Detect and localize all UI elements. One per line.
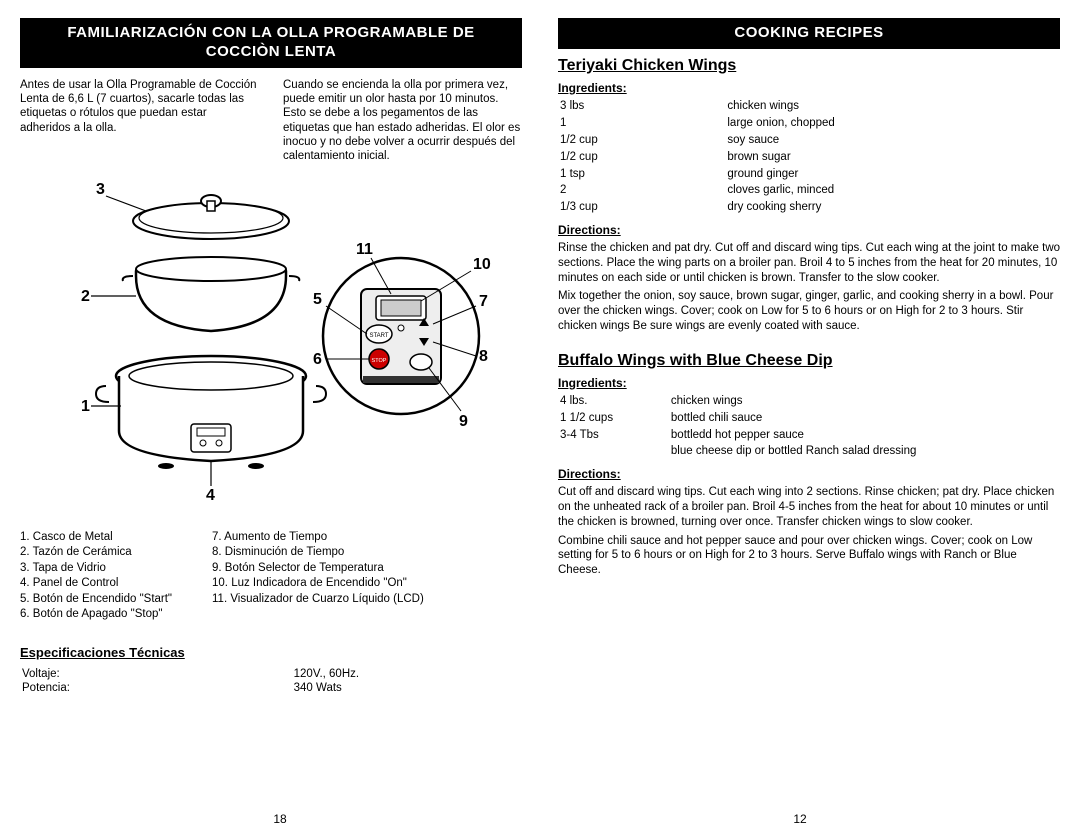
intro-text: Antes de usar la Olla Programable de Coc… bbox=[20, 78, 522, 164]
svg-text:5: 5 bbox=[313, 291, 322, 308]
svg-text:1: 1 bbox=[81, 398, 90, 415]
table-row: Potencia: 340 Wats bbox=[22, 682, 520, 694]
svg-text:11: 11 bbox=[356, 241, 373, 258]
svg-text:3: 3 bbox=[96, 181, 105, 198]
list-item: 5. Botón de Encendido "Start" bbox=[20, 592, 172, 608]
svg-text:9: 9 bbox=[459, 413, 468, 430]
parts-list-a: 1. Casco de Metal 2. Tazón de Cerámica 3… bbox=[20, 530, 172, 623]
left-column: FAMILIARIZACIÓN CON LA OLLA PROGRAMABLE … bbox=[20, 18, 540, 824]
intro-col2: Cuando se encienda la olla por primera v… bbox=[283, 78, 522, 164]
cooker-svg: START STOP 1 2 3 4 5 6 bbox=[51, 176, 491, 516]
list-item: 4. Panel de Control bbox=[20, 576, 172, 592]
page-number-left: 18 bbox=[273, 812, 286, 826]
list-item: 1. Casco de Metal bbox=[20, 530, 172, 546]
recipe2-dir1: Cut off and discard wing tips. Cut each … bbox=[558, 485, 1060, 529]
svg-text:10: 10 bbox=[473, 256, 491, 273]
recipe2-ingredients: 4 lbs.chicken wings 1 1/2 cupsbottled ch… bbox=[558, 392, 1060, 462]
svg-text:8: 8 bbox=[479, 348, 488, 365]
parts-list-b: 7. Aumento de Tiempo 8. Disminución de T… bbox=[212, 530, 424, 623]
parts-list: 1. Casco de Metal 2. Tazón de Cerámica 3… bbox=[20, 530, 522, 623]
recipe1-dir-label: Directions: bbox=[558, 223, 1060, 237]
stop-label: STOP bbox=[372, 358, 387, 364]
right-column: COOKING RECIPES Teriyaki Chicken Wings I… bbox=[540, 18, 1060, 824]
list-item: 8. Disminución de Tiempo bbox=[212, 545, 424, 561]
intro-col1: Antes de usar la Olla Programable de Coc… bbox=[20, 78, 259, 164]
recipe2-dir2: Combine chili sauce and hot pepper sauce… bbox=[558, 534, 1060, 578]
spec-table: Voltaje: 120V., 60Hz. Potencia: 340 Wats bbox=[20, 666, 522, 696]
list-item: 7. Aumento de Tiempo bbox=[212, 530, 424, 546]
recipe1-title: Teriyaki Chicken Wings bbox=[558, 57, 1060, 75]
list-item: 3. Tapa de Vidrio bbox=[20, 561, 172, 577]
recipe2-ing-label: Ingredients: bbox=[558, 376, 1060, 390]
recipe1-ing-label: Ingredients: bbox=[558, 81, 1060, 95]
svg-text:4: 4 bbox=[206, 487, 215, 504]
table-row: Voltaje: 120V., 60Hz. bbox=[22, 668, 520, 680]
recipe1-dir2: Mix together the onion, soy sauce, brown… bbox=[558, 289, 1060, 333]
left-header: FAMILIARIZACIÓN CON LA OLLA PROGRAMABLE … bbox=[20, 18, 522, 68]
spec-title: Especificaciones Técnicas bbox=[20, 645, 522, 660]
recipe2-dir-label: Directions: bbox=[558, 467, 1060, 481]
list-item: 10. Luz Indicadora de Encendido "On" bbox=[212, 576, 424, 592]
recipe2-title: Buffalo Wings with Blue Cheese Dip bbox=[558, 352, 1060, 370]
list-item: 2. Tazón de Cerámica bbox=[20, 545, 172, 561]
svg-text:2: 2 bbox=[81, 288, 90, 305]
list-item: 9. Botón Selector de Temperatura bbox=[212, 561, 424, 577]
list-item: 11. Visualizador de Cuarzo Líquido (LCD) bbox=[212, 592, 424, 608]
recipe1-ingredients: 3 lbschicken wings 1large onion, chopped… bbox=[558, 97, 1060, 218]
list-item: 6. Botón de Apagado "Stop" bbox=[20, 607, 172, 623]
page-number-right: 12 bbox=[793, 812, 806, 826]
svg-text:7: 7 bbox=[479, 293, 488, 310]
cooker-diagram: START STOP 1 2 3 4 5 6 bbox=[20, 176, 522, 516]
start-label: START bbox=[369, 333, 388, 339]
recipe1-dir1: Rinse the chicken and pat dry. Cut off a… bbox=[558, 241, 1060, 285]
right-header: COOKING RECIPES bbox=[558, 18, 1060, 49]
svg-text:6: 6 bbox=[313, 351, 322, 368]
